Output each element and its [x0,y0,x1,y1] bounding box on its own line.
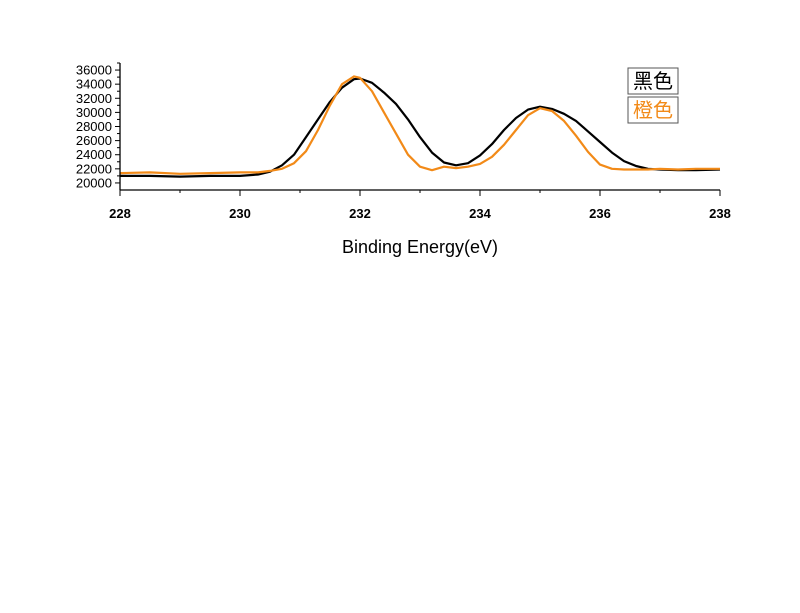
y-tick-label: 36000 [76,63,112,78]
y-tick-label: 34000 [76,77,112,92]
y-tick-label: 28000 [76,119,112,134]
y-tick-label: 26000 [76,133,112,148]
y-tick-label: 20000 [76,175,112,190]
legend-box [627,67,679,95]
x-axis-title: Binding Energy(eV) [342,237,498,257]
x-tick-label: 232 [349,206,371,221]
x-tick-label: 236 [589,206,611,221]
legend-box [627,96,679,124]
y-tick-label: 22000 [76,161,112,176]
y-tick-label: 30000 [76,105,112,120]
x-tick-label: 234 [469,206,491,221]
x-tick-label: 228 [109,206,131,221]
series-line-black [120,77,721,178]
legend-label: 橙色 [633,98,673,122]
y-tick-label: 32000 [76,91,112,106]
series-layer [119,75,721,178]
x-tick-label: 238 [709,206,731,221]
legend-label: 黑色 [633,69,673,93]
x-tick-label: 230 [229,206,251,221]
axes-layer: 2000022000240002600028000300003200034000… [76,62,731,221]
y-tick-label: 24000 [76,147,112,162]
series-line-orange [119,75,720,175]
